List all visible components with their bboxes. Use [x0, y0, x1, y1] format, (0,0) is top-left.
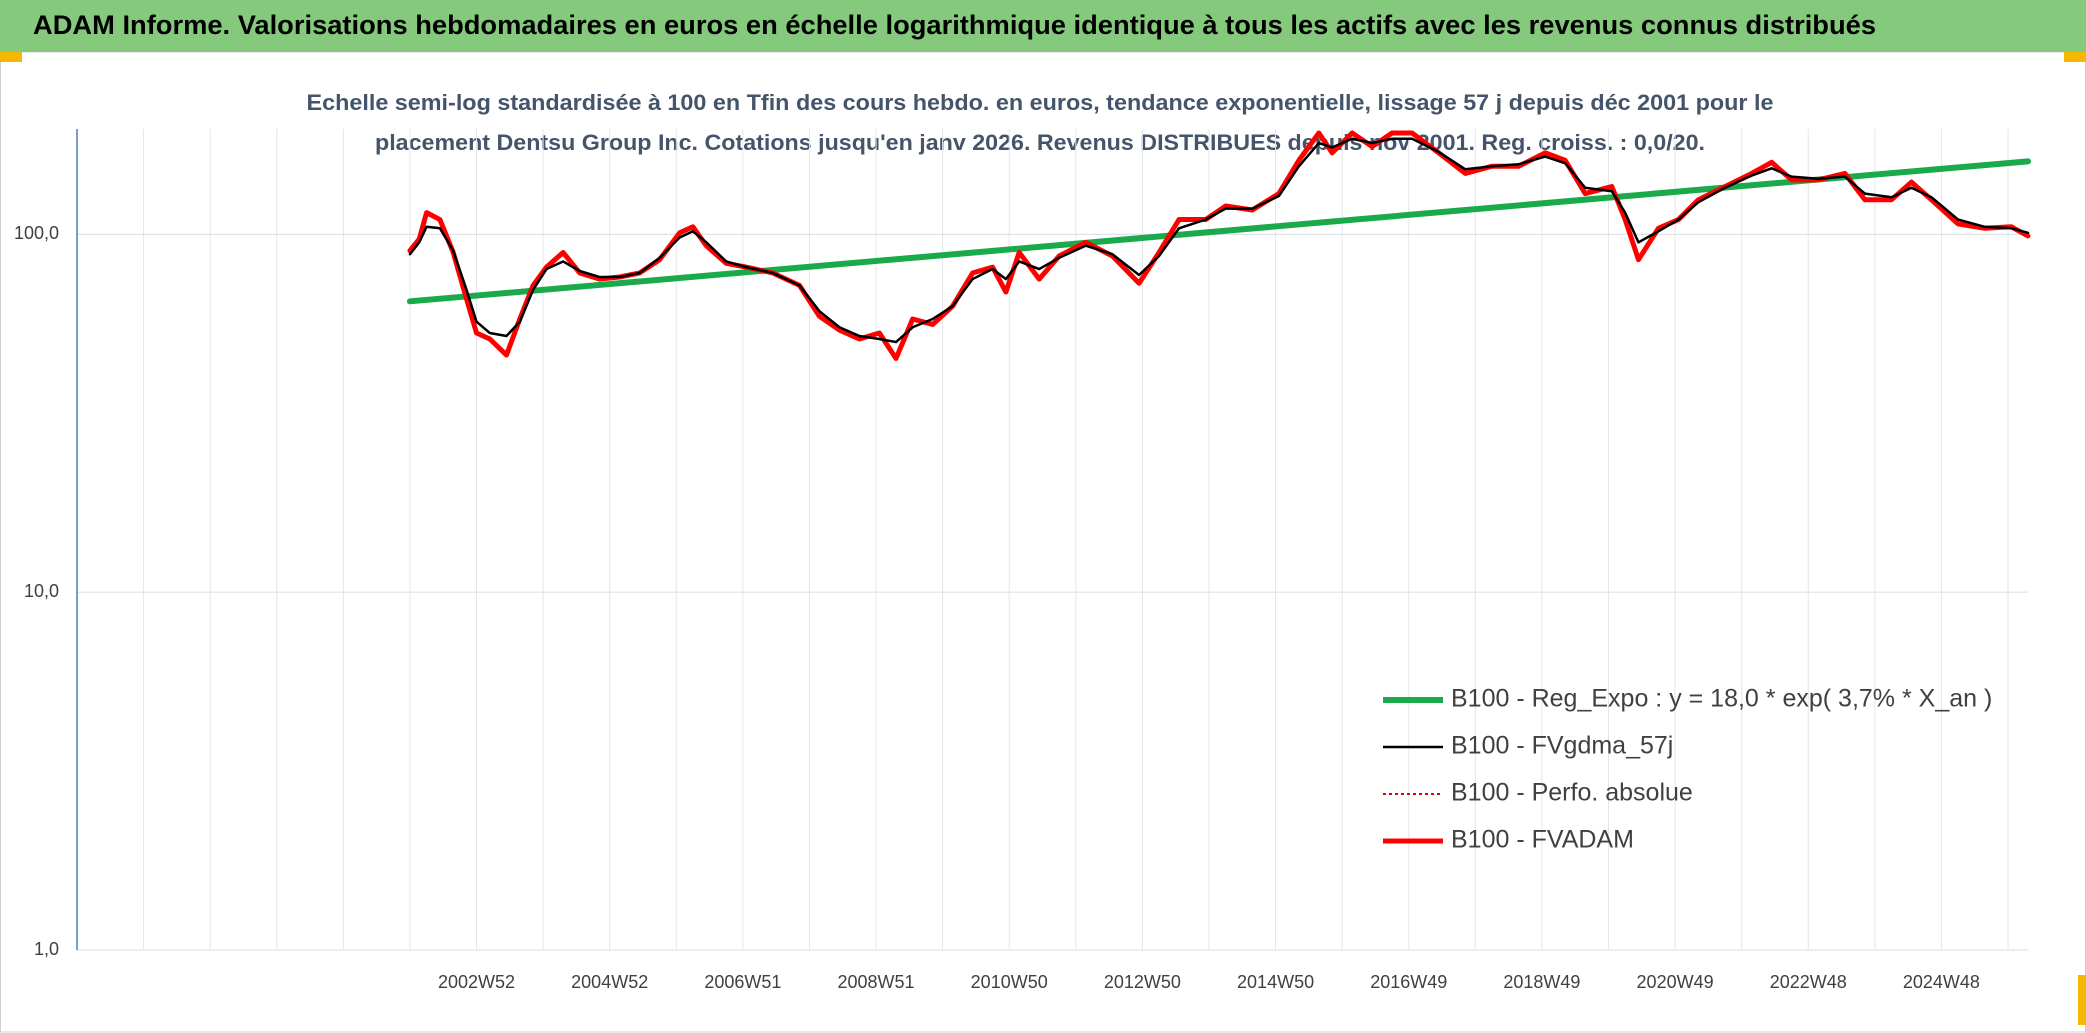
y-tick-label: 100,0 [14, 223, 59, 243]
x-tick-label: 2022W48 [1770, 972, 1847, 992]
x-tick-label: 2016W49 [1370, 972, 1447, 992]
chart-subtitle: placement Dentsu Group Inc. Cotations ju… [375, 130, 1705, 155]
x-tick-label: 2024W48 [1903, 972, 1980, 992]
x-tick-label: 2002W52 [438, 972, 515, 992]
corner-mark [2064, 52, 2086, 62]
corner-mark [2078, 975, 2086, 1025]
corner-mark [0, 52, 22, 62]
x-tick-label: 2020W49 [1637, 972, 1714, 992]
x-tick-label: 2008W51 [838, 972, 915, 992]
series-line [408, 137, 2030, 344]
x-tick-label: 2014W50 [1237, 972, 1314, 992]
x-tick-label: 2004W52 [571, 972, 648, 992]
series-line [406, 158, 2031, 305]
chart-subtitle: Echelle semi-log standardisée à 100 en T… [307, 90, 1774, 115]
x-tick-label: 2018W49 [1503, 972, 1580, 992]
title-bar [0, 0, 2086, 52]
x-tick-label: 2006W51 [704, 972, 781, 992]
legend-label: B100 - Perfo. absolue [1451, 779, 1693, 807]
x-tick-label: 2012W50 [1104, 972, 1181, 992]
series-line [407, 130, 2031, 361]
y-tick-label: 1,0 [34, 939, 59, 959]
y-tick-label: 10,0 [24, 581, 59, 601]
chart-title: ADAM Informe. Valorisations hebdomadaire… [33, 10, 1876, 40]
legend-label: B100 - Reg_Expo : y = 18,0 * exp( 3,7% *… [1451, 685, 1992, 713]
x-tick-label: 2010W50 [971, 972, 1048, 992]
legend-label: B100 - FVADAM [1451, 826, 1634, 854]
legend-label: B100 - FVgdma_57j [1451, 732, 1673, 760]
